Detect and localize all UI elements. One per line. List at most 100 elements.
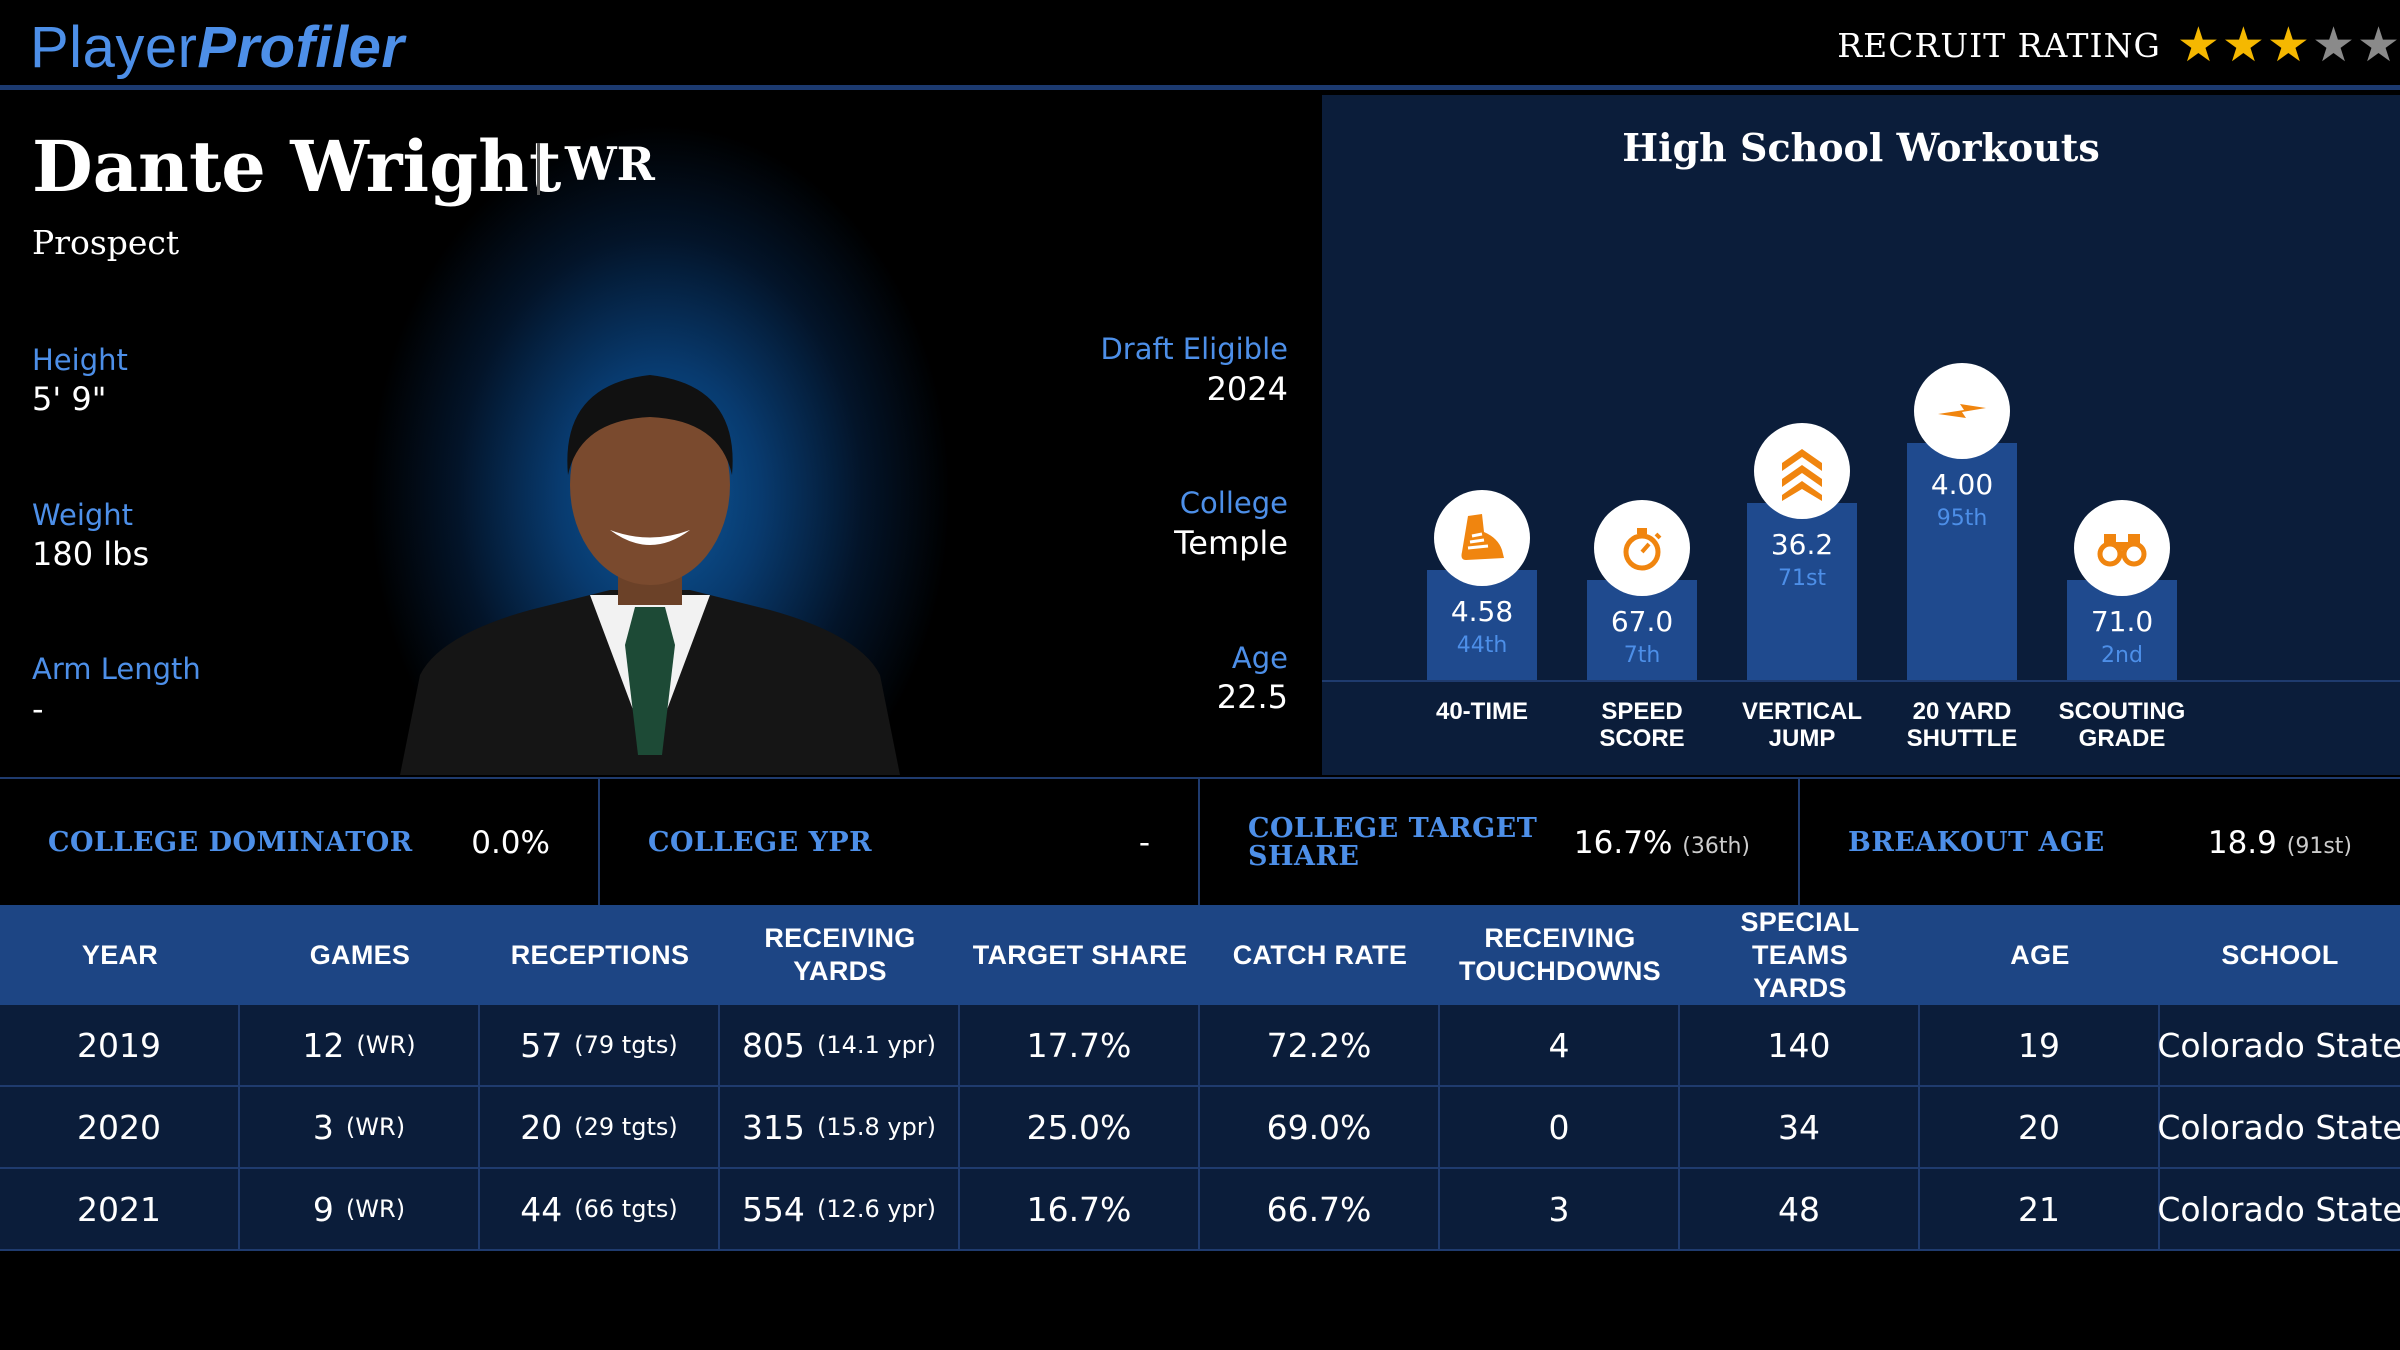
table-row[interactable]: 2020 3 (WR) 20 (29 tgts) 315 (15.8 ypr) 25.0% 69… [0, 1087, 2400, 1169]
rating-stars: ★★★★★ [2175, 21, 2400, 69]
recruit-rating-label: RECRUIT RATING [1837, 25, 2161, 65]
workout-label: 20 YARD SHUTTLE [1906, 698, 2018, 752]
top-bar: PlayerProfiler RECRUIT RATING ★★★★★ [0, 0, 2400, 90]
metric-value: 18.9 (91st) [2207, 825, 2352, 861]
cell-age: 20 [1920, 1087, 2160, 1167]
position-divider [537, 143, 540, 195]
workout-value: 71.0 [2090, 605, 2154, 638]
workout-percentile: 2nd [2101, 643, 2143, 668]
workout-percentile: 7th [1623, 643, 1661, 668]
workouts-title: High School Workouts [1622, 125, 2100, 170]
workout-percentile: 95th [1936, 505, 1988, 531]
cell-year: 2020 [0, 1087, 240, 1167]
logo-text-player: Player [30, 15, 198, 80]
site-logo[interactable]: PlayerProfiler [30, 14, 404, 81]
cell-school: Colorado State [2157, 1025, 2400, 1065]
col-age[interactable]: AGE [2010, 939, 2070, 970]
cell-target-share: 25.0% [960, 1087, 1200, 1167]
table-row[interactable]: 2019 12 (WR) 57 (79 tgts) 805 (14.1 ypr) 17.7% 7… [0, 1005, 2400, 1087]
workout-value: 4.58 [1450, 595, 1514, 628]
cell-catch-rate: 72.2% [1200, 1005, 1440, 1085]
workout-bar[interactable] [1427, 570, 1537, 680]
workout-value: 36.2 [1770, 527, 1834, 561]
metric-value: 16.7% (36th) [1573, 825, 1750, 861]
table-header-row: YEAR GAMES RECEPTIONS RECEIVING YARDS TA… [0, 905, 2400, 1005]
player-position: WR [565, 137, 655, 191]
cell-receptions: 20 (29 tgts) [480, 1087, 720, 1167]
star-empty-icon: ★ [2311, 17, 2355, 73]
workout-bar[interactable] [2067, 580, 2177, 680]
height-value: 5' 9" [32, 380, 107, 418]
college-label: College [1179, 486, 1288, 520]
player-photo [400, 375, 900, 775]
cell-target-share: 16.7% [960, 1169, 1200, 1249]
age-value: 22.5 [1216, 678, 1288, 716]
cell-special-teams-yards: 140 [1680, 1005, 1920, 1085]
workout-value: 4.00 [1930, 467, 1994, 501]
cell-school: Colorado State [2157, 1189, 2400, 1229]
cell-games: 3 (WR) [240, 1087, 480, 1167]
cell-catch-rate: 66.7% [1200, 1169, 1440, 1249]
workout-label: SCOUTING GRADE [2058, 698, 2186, 752]
cell-receiving-touchdowns: 3 [1440, 1169, 1680, 1249]
workout-bar[interactable] [1747, 502, 1857, 680]
col-receptions[interactable]: RECEPTIONS [510, 939, 690, 970]
arm-length-value: - [32, 690, 44, 728]
cell-year: 2019 [0, 1005, 240, 1085]
metric-college-target-share: COLLEGE TARGET SHARE 16.7% (36th) [1200, 779, 1800, 907]
cell-catch-rate: 69.0% [1200, 1087, 1440, 1167]
workout-percentile: 71st [1777, 565, 1827, 591]
cell-special-teams-yards: 48 [1680, 1169, 1920, 1249]
weight-value: 180 lbs [32, 535, 150, 573]
metric-value: - [1138, 825, 1150, 861]
player-name: Dante Wright [32, 125, 562, 208]
metric-label: COLLEGE YPR [648, 827, 873, 858]
age-label: Age [1231, 641, 1288, 675]
workout-bar[interactable] [1907, 442, 2017, 680]
cell-receiving-touchdowns: 4 [1440, 1005, 1680, 1085]
cell-games: 12 (WR) [240, 1005, 480, 1085]
weight-label: Weight [32, 498, 134, 532]
col-receiving-yards[interactable]: RECEIVING YARDS [764, 923, 916, 986]
cell-age: 21 [1920, 1169, 2160, 1249]
stopwatch-icon [1594, 500, 1690, 596]
star-filled-icon: ★ [2176, 17, 2220, 73]
metric-percentile: (91st) [2286, 834, 2352, 859]
star-filled-icon: ★ [2266, 17, 2310, 73]
col-games[interactable]: GAMES [309, 939, 411, 970]
col-year[interactable]: YEAR [81, 939, 159, 970]
cell-special-teams-yards: 34 [1680, 1087, 1920, 1167]
metric-college-dominator: COLLEGE DOMINATOR 0.0% [0, 779, 600, 907]
draft-eligible-value: 2024 [1206, 370, 1288, 408]
table-row[interactable]: 2021 9 (WR) 44 (66 tgts) 554 (12.6 ypr) 16.7% 66… [0, 1169, 2400, 1251]
cell-receptions: 44 (66 tgts) [480, 1169, 720, 1249]
chevrons-up-icon [1754, 422, 1850, 519]
cell-receiving-yards: 805 (14.1 ypr) [720, 1005, 960, 1085]
cell-target-share: 17.7% [960, 1005, 1200, 1085]
cell-receptions: 57 (79 tgts) [480, 1005, 720, 1085]
col-special-teams-yards[interactable]: SPECIAL TEAMS YARDS [1740, 906, 1860, 1003]
metric-label: BREAKOUT AGE [1848, 827, 2105, 858]
cell-receiving-touchdowns: 0 [1440, 1087, 1680, 1167]
col-catch-rate[interactable]: CATCH RATE [1232, 939, 1408, 970]
workouts-baseline [1322, 680, 2400, 682]
recruit-rating: RECRUIT RATING ★★★★★ [1837, 0, 2400, 90]
col-target-share[interactable]: TARGET SHARE [972, 939, 1188, 970]
college-metrics: COLLEGE DOMINATOR 0.0% COLLEGE YPR - COL… [0, 777, 2400, 907]
workout-percentile: 44th [1456, 633, 1508, 658]
metric-value: 0.0% [471, 825, 550, 861]
binoculars-icon [2074, 500, 2170, 596]
workout-label: VERTICAL JUMP [1742, 698, 1862, 752]
height-label: Height [32, 343, 128, 377]
draft-eligible-label: Draft Eligible [1100, 332, 1288, 366]
cell-year: 2021 [0, 1169, 240, 1249]
star-empty-icon: ★ [2356, 17, 2400, 73]
workout-bar[interactable] [1587, 580, 1697, 680]
college-value: Temple [1174, 524, 1288, 562]
metric-college-ypr: COLLEGE YPR - [600, 779, 1200, 907]
cell-age: 19 [1920, 1005, 2160, 1085]
col-school[interactable]: SCHOOL [2221, 939, 2339, 970]
col-receiving-touchdowns[interactable]: RECEIVING TOUCHDOWNS [1459, 923, 1661, 986]
metric-breakout-age: BREAKOUT AGE 18.9 (91st) [1800, 779, 2400, 907]
workout-value: 67.0 [1610, 605, 1674, 638]
